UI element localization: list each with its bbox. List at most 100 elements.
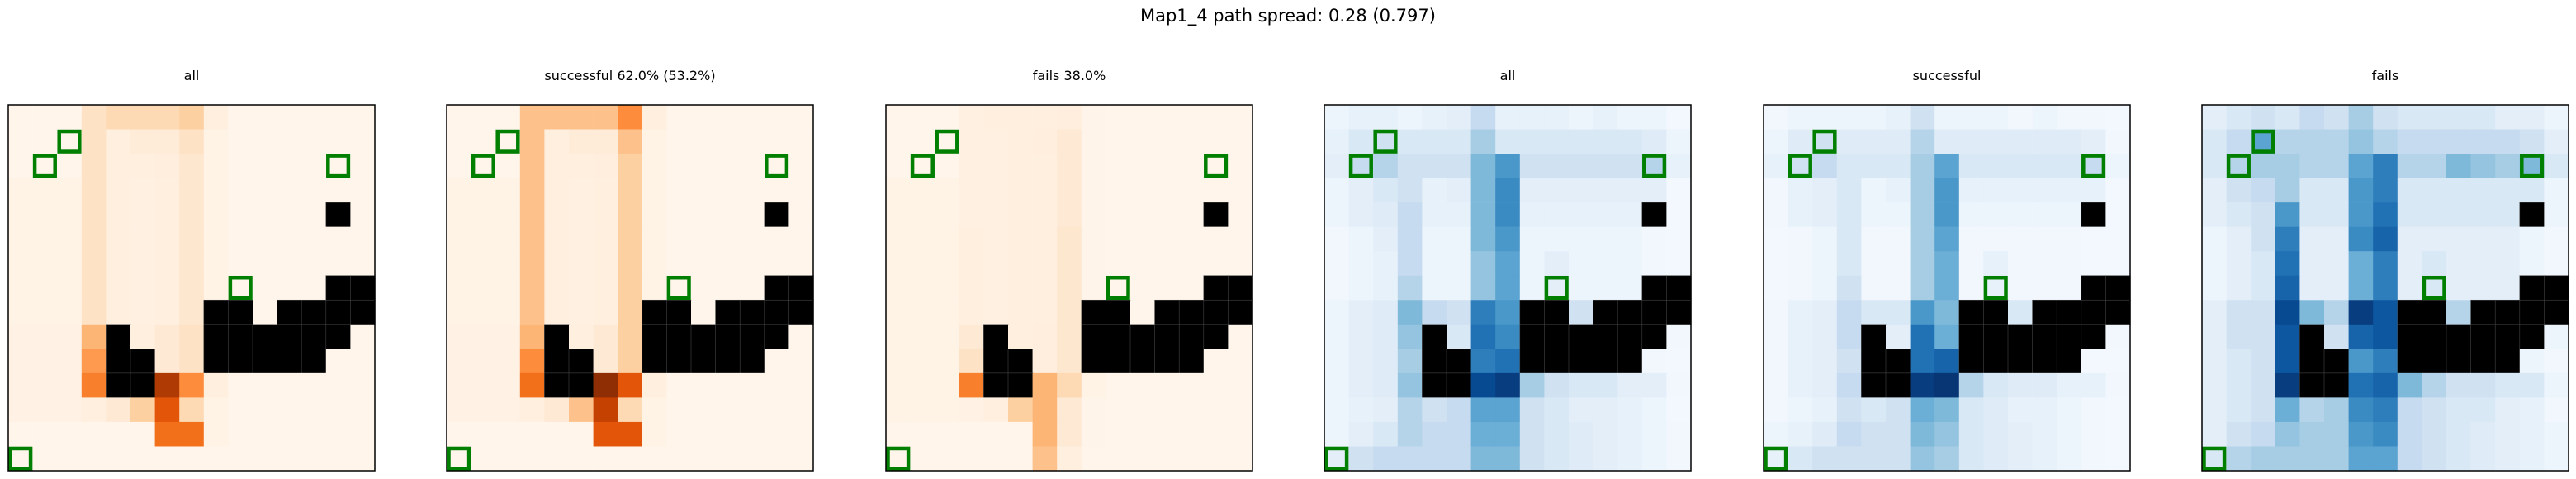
heatmap-cell (2446, 178, 2471, 203)
wall-cell (2519, 202, 2545, 228)
heatmap-cell (1544, 421, 1570, 447)
heatmap-cell (130, 154, 155, 178)
heatmap-cell (1397, 178, 1423, 203)
heatmap-cell (1910, 349, 1935, 374)
heatmap-cell (81, 421, 107, 447)
heatmap-cell (495, 178, 521, 203)
heatmap-cell (57, 421, 83, 447)
heatmap-cell (618, 397, 643, 423)
target-marker (2081, 154, 2106, 178)
heatmap-cell (740, 275, 765, 301)
wall-cell (1861, 349, 1887, 374)
heatmap-cell (1569, 226, 1593, 252)
heatmap-cell (886, 154, 911, 178)
heatmap-cell (2226, 349, 2252, 374)
heatmap-cell (1569, 251, 1593, 277)
heatmap-cell (1910, 324, 1935, 349)
wall-cell (983, 372, 1009, 398)
heatmap-cell (130, 105, 155, 130)
heatmap-cell (593, 324, 618, 349)
wall-cell (788, 299, 814, 325)
heatmap-cell (691, 202, 716, 227)
heatmap-cell (910, 251, 935, 277)
heatmap-cell (593, 226, 618, 252)
heatmap-cell (1373, 300, 1399, 325)
heatmap-cell (2081, 129, 2106, 154)
heatmap-cell (983, 300, 1009, 325)
heatmap-cell (910, 275, 935, 301)
heatmap-cell (886, 202, 911, 227)
heatmap-cell (228, 397, 253, 423)
panel-5-target-markers (1764, 129, 2106, 471)
heatmap-cell (154, 178, 180, 203)
wall-cell (642, 349, 667, 374)
heatmap-cell (1373, 154, 1399, 178)
heatmap-cell (1861, 421, 1887, 447)
heatmap-cell (544, 275, 570, 301)
heatmap-cell (179, 324, 205, 349)
heatmap-cell (228, 154, 253, 178)
heatmap-cell (1373, 105, 1399, 130)
heatmap-cell (2348, 300, 2374, 325)
heatmap-cell (715, 251, 741, 277)
heatmap-cell (959, 178, 984, 203)
heatmap-cell (1470, 129, 1496, 154)
heatmap-cell (8, 202, 33, 227)
heatmap-cell (764, 129, 789, 154)
heatmap-cell (1348, 349, 1374, 374)
heatmap-cell (1228, 226, 1253, 252)
heatmap-cell (447, 397, 471, 423)
panel-4: all (1324, 68, 1692, 472)
heatmap-cell (2373, 446, 2398, 472)
heatmap-cell (1422, 105, 1447, 130)
heatmap-cell (2032, 202, 2057, 227)
heatmap-cell (325, 105, 351, 130)
heatmap-cell (2348, 446, 2374, 472)
heatmap-cell (2251, 226, 2276, 252)
heatmap-cell (57, 105, 83, 130)
panel-1-target-markers (8, 129, 351, 471)
heatmap-cell (277, 226, 302, 252)
heatmap-cell (2519, 397, 2545, 423)
heatmap-cell (1447, 397, 1471, 423)
heatmap-cell (325, 372, 351, 398)
heatmap-cell (1373, 324, 1399, 349)
heatmap-cell (1836, 154, 1862, 178)
heatmap-cell (32, 324, 58, 349)
wall-cell (2056, 349, 2082, 374)
heatmap-cell (2105, 421, 2131, 447)
heatmap-cell (1910, 251, 1935, 277)
heatmap-cell (2446, 300, 2471, 325)
wall-cell (350, 275, 376, 301)
heatmap-cell (740, 202, 765, 227)
heatmap-cell (1008, 324, 1033, 349)
heatmap-cell (1154, 421, 1180, 447)
heatmap-cell (569, 226, 594, 252)
heatmap-cell (2544, 421, 2569, 447)
heatmap-cell (203, 202, 229, 227)
heatmap-cell (1106, 105, 1131, 130)
heatmap-cell (2324, 202, 2349, 227)
heatmap-cell (57, 446, 83, 472)
heatmap-cell (1812, 154, 1838, 178)
wall-cell (1885, 349, 1911, 374)
heatmap-cell (1617, 129, 1643, 154)
heatmap-cell (1179, 226, 1205, 252)
heatmap-cell (1154, 226, 1180, 252)
heatmap-cell (277, 251, 302, 277)
heatmap-cell (1519, 226, 1545, 252)
heatmap-cell (959, 421, 984, 447)
heatmap-cell (2299, 154, 2325, 178)
heatmap-cell (1861, 202, 1887, 227)
heatmap-cell (2544, 446, 2569, 472)
heatmap-cell (1886, 178, 1911, 203)
heatmap-cell (740, 397, 765, 423)
heatmap-cell (1861, 178, 1887, 203)
heatmap-cell (1495, 372, 1521, 398)
heatmap-cell (1397, 372, 1423, 398)
heatmap-cell (935, 275, 960, 301)
wall-cell (1081, 324, 1107, 349)
heatmap-cell (1057, 446, 1082, 472)
heatmap-cell (154, 372, 180, 398)
heatmap-cell (253, 226, 277, 252)
